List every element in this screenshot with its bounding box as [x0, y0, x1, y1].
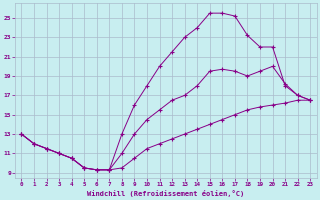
X-axis label: Windchill (Refroidissement éolien,°C): Windchill (Refroidissement éolien,°C) — [87, 190, 244, 197]
